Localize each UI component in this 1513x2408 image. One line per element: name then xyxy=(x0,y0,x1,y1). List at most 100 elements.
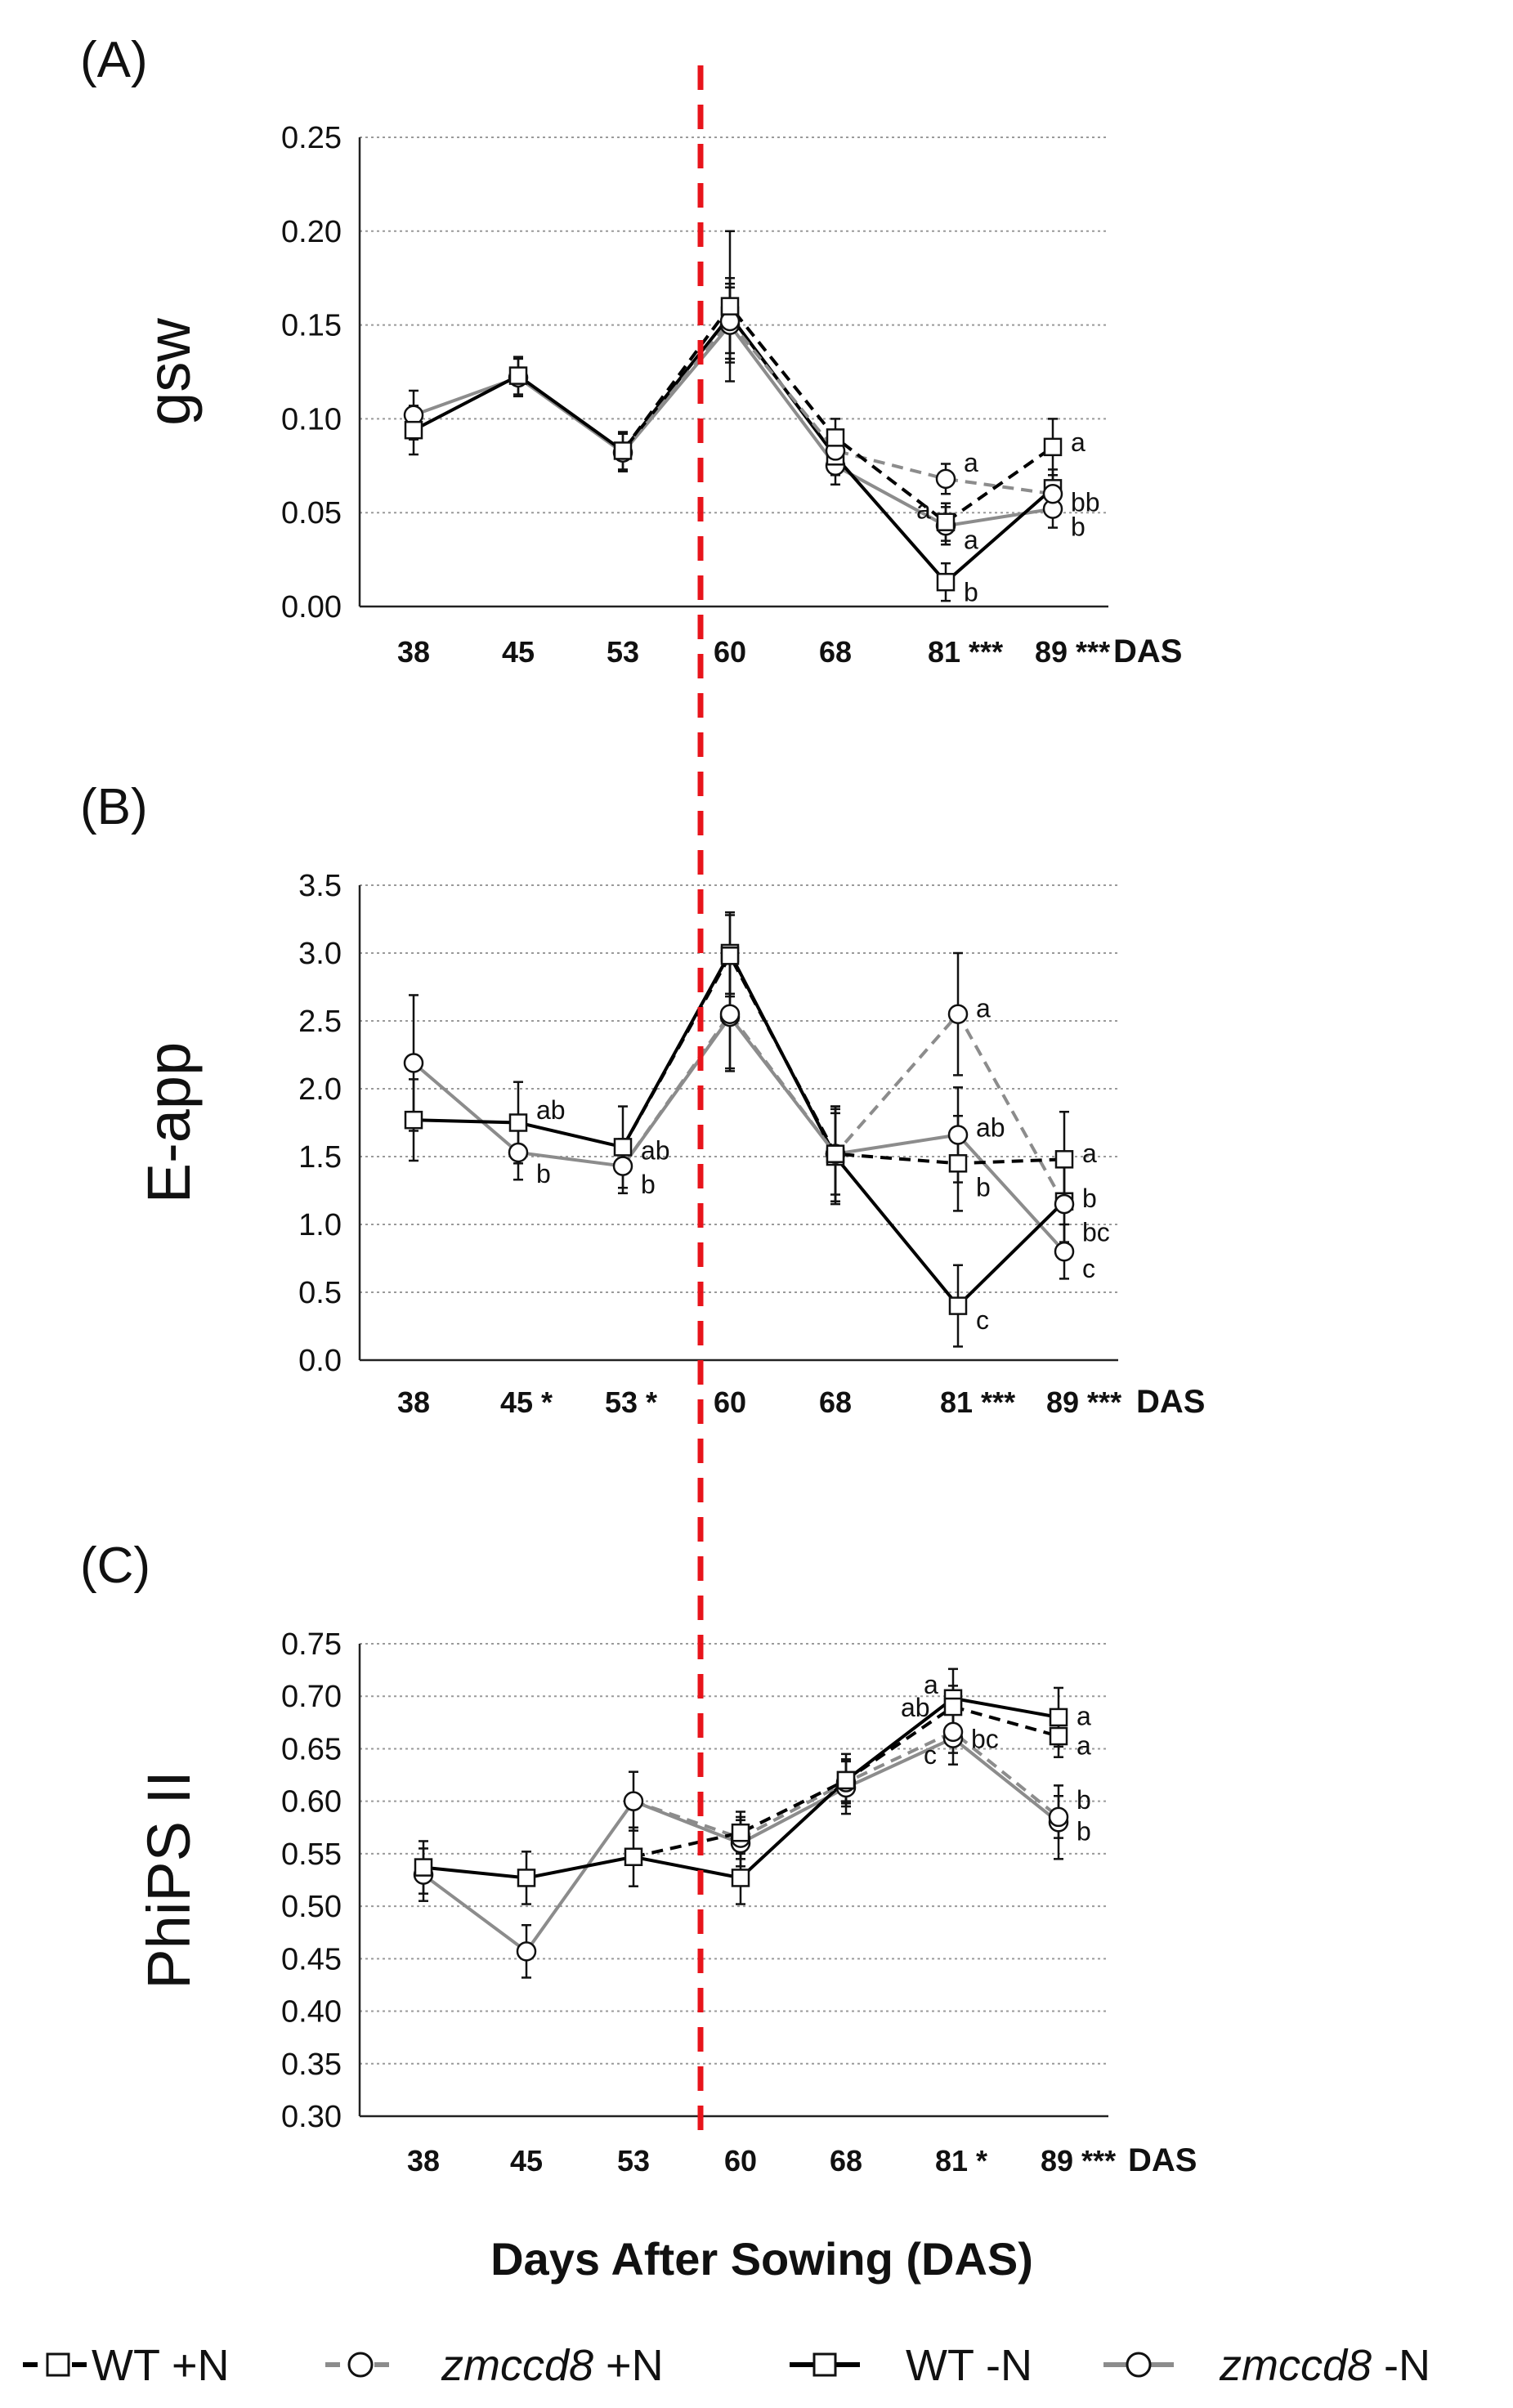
significance-letter: b xyxy=(1077,1817,1091,1846)
significance-letter: bc xyxy=(1082,1217,1110,1247)
marker-circle xyxy=(1042,483,1063,504)
y-tick-label: 3.0 xyxy=(298,937,342,971)
x-tick-label: 53 xyxy=(617,2144,650,2177)
x-tick-label: 68 xyxy=(819,1385,852,1419)
marker-square xyxy=(943,1697,963,1716)
significance-letter: b xyxy=(641,1170,656,1199)
y-tick-label: 0.65 xyxy=(281,1732,342,1766)
panels-layer: (A) gsw 0.00 0.05 0.10 0.15 0.20 0.25 38 45 53 60 68… xyxy=(80,32,1205,2178)
significance-letter: ab xyxy=(976,1112,1005,1142)
significance-letter: a xyxy=(964,525,978,554)
legend-item-wt_mn: WT -N xyxy=(790,2341,1032,2390)
marker-square xyxy=(1054,1150,1074,1169)
legend-treatment: -N xyxy=(1372,2341,1430,2390)
significance-letter: bc xyxy=(971,1725,999,1754)
x-tick-label: 38 xyxy=(397,1385,430,1419)
marker-square xyxy=(826,1144,845,1163)
x-unit-label: DAS xyxy=(1128,2142,1197,2178)
x-tick-label: 45 xyxy=(510,2144,543,2177)
series-zm_pn xyxy=(621,951,1069,1247)
x-tick-label: 68 xyxy=(830,2144,862,2177)
x-tick-label: 68 xyxy=(819,635,852,669)
legend-marker-square xyxy=(46,2352,70,2377)
series-line xyxy=(621,1011,1066,1206)
marker-square xyxy=(414,1858,433,1877)
significance-letter: a xyxy=(1077,1701,1091,1730)
marker-square xyxy=(720,297,740,316)
y-tick-label: 1.5 xyxy=(298,1140,342,1175)
marker-square xyxy=(404,420,423,440)
marker-circle xyxy=(612,1156,633,1176)
legend-treatment: -N xyxy=(974,2341,1032,2390)
panel-label: (B) xyxy=(80,779,148,835)
marker-square xyxy=(731,1823,750,1842)
x-tick-label: 60 xyxy=(724,2144,757,2177)
y-tick-label: 0.75 xyxy=(281,1627,342,1662)
significance-letter: a xyxy=(976,993,991,1023)
marker-square xyxy=(836,1770,856,1790)
y-tick-label: 0.45 xyxy=(281,1942,342,1976)
legend-item-zm_mn: zmccd8 -N xyxy=(1103,2341,1430,2390)
y-tick-label: 0.55 xyxy=(281,1837,342,1872)
y-tick-label: 0.10 xyxy=(281,402,342,436)
marker-square xyxy=(508,366,528,385)
y-tick-label: 0.30 xyxy=(281,2100,342,2134)
legend-marker-circle xyxy=(347,2352,374,2378)
y-tick-label: 0.20 xyxy=(281,215,342,249)
y-tick-label: 2.5 xyxy=(298,1005,342,1039)
marker-circle xyxy=(403,1053,424,1073)
x-tick-label: 60 xyxy=(714,1385,746,1419)
x-unit-label: DAS xyxy=(1113,633,1182,669)
marker-circle xyxy=(719,1004,741,1024)
series-wt_pn xyxy=(621,914,1069,1212)
y-axis-title: gsw xyxy=(135,318,203,426)
x-tick-label: 89 *** xyxy=(1035,635,1110,669)
panel-b: (B) E-app 0.0 0.5 1.0 1.5 2.0 2.5 3.0 3.5 38 45 * 53… xyxy=(80,779,1205,1420)
y-axis-title: E-app xyxy=(135,1042,203,1203)
marker-square xyxy=(936,572,956,592)
significance-letter: bb xyxy=(1071,487,1100,517)
legend-item-zm_pn: zmccd8 +N xyxy=(325,2341,664,2390)
significance-letter: b xyxy=(1077,1785,1091,1815)
marker-circle xyxy=(1054,1241,1075,1262)
legend-label: zmccd8 -N xyxy=(1219,2341,1430,2390)
y-tick-label: 0.60 xyxy=(281,1785,342,1819)
marker-square xyxy=(517,1869,536,1887)
significance-letter: a xyxy=(1071,427,1086,457)
significance-letter: b xyxy=(1071,512,1086,541)
x-unit-label: DAS xyxy=(1136,1384,1205,1420)
x-tick-label: 45 xyxy=(502,635,535,669)
marker-circle xyxy=(508,1142,529,1163)
significance-letter: a xyxy=(1077,1730,1091,1760)
marker-square xyxy=(613,1138,633,1157)
marker-square xyxy=(624,1847,643,1866)
x-tick-label: 45 * xyxy=(500,1385,553,1419)
marker-square xyxy=(731,1869,750,1887)
legend-treatment: +N xyxy=(159,2341,230,2390)
x-tick-label: 38 xyxy=(407,2144,440,2177)
y-tick-label: 0.50 xyxy=(281,1890,342,1924)
legend-genotype: zmccd8 xyxy=(441,2341,593,2390)
significance-letter: b xyxy=(964,578,978,607)
marker-square xyxy=(404,1110,423,1130)
significance-letter: c xyxy=(976,1305,989,1335)
series-wt_mn xyxy=(409,911,1069,1348)
significance-letter: ab xyxy=(536,1095,566,1125)
y-tick-label: 0.5 xyxy=(298,1276,342,1310)
x-tick-label: 60 xyxy=(714,635,746,669)
series-line xyxy=(621,303,1054,525)
legend-genotype: WT xyxy=(92,2341,159,2390)
y-tick-label: 0.70 xyxy=(281,1680,342,1714)
legend-treatment: +N xyxy=(593,2341,664,2390)
legend-marker-square xyxy=(812,2352,837,2377)
x-tick-label: 81 *** xyxy=(940,1385,1015,1419)
legend-label: WT +N xyxy=(92,2341,230,2390)
y-tick-label: 0.00 xyxy=(281,590,342,624)
legend-item-wt_pn: WT +N xyxy=(23,2341,230,2390)
y-tick-label: 0.05 xyxy=(281,496,342,530)
marker-circle xyxy=(1054,1193,1075,1215)
marker-square xyxy=(720,947,740,965)
x-tick-label: 53 * xyxy=(605,1385,657,1419)
marker-circle xyxy=(623,1791,644,1811)
